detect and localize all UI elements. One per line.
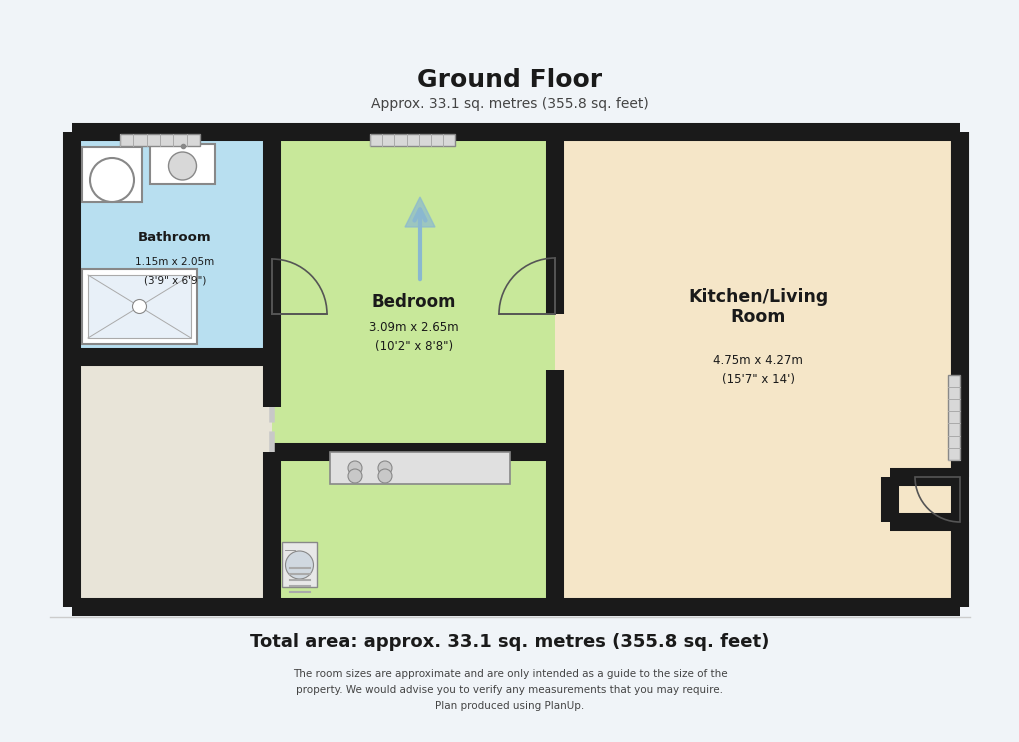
Bar: [82, 147, 142, 202]
Text: Total area: approx. 33.1 sq. metres (355.8 sq. feet): Total area: approx. 33.1 sq. metres (355…: [250, 633, 769, 651]
Circle shape: [132, 300, 147, 314]
Text: 4.75m x 4.27m: 4.75m x 4.27m: [712, 353, 802, 367]
Bar: [272, 132, 554, 607]
Text: Bathroom: Bathroom: [138, 231, 212, 243]
Bar: [120, 134, 200, 146]
Circle shape: [347, 461, 362, 475]
Bar: [82, 269, 197, 344]
Text: (10'2" x 8'8"): (10'2" x 8'8"): [375, 340, 452, 352]
Text: (15'7" x 14'): (15'7" x 14'): [720, 372, 794, 386]
Text: 1.15m x 2.05m: 1.15m x 2.05m: [136, 257, 214, 267]
Text: Plan produced using PlanUp.: Plan produced using PlanUp.: [435, 701, 584, 711]
Text: Ground Floor: Ground Floor: [417, 68, 602, 92]
Bar: [330, 452, 510, 484]
Polygon shape: [405, 197, 434, 227]
Bar: [554, 132, 959, 607]
Text: The room sizes are approximate and are only intended as a guide to the size of t: The room sizes are approximate and are o…: [292, 669, 727, 679]
Text: 3.09m x 2.65m: 3.09m x 2.65m: [369, 321, 459, 333]
Bar: [72, 357, 272, 607]
Bar: [947, 375, 959, 460]
Bar: [150, 144, 215, 184]
Circle shape: [90, 158, 133, 202]
Circle shape: [285, 551, 313, 579]
Text: Tristrams: Tristrams: [179, 361, 840, 482]
Text: Bedroom: Bedroom: [371, 293, 455, 311]
Circle shape: [347, 469, 362, 483]
Circle shape: [378, 461, 391, 475]
Text: Approx. 33.1 sq. metres (355.8 sq. feet): Approx. 33.1 sq. metres (355.8 sq. feet): [371, 97, 648, 111]
Bar: [370, 134, 454, 146]
Circle shape: [378, 469, 391, 483]
Text: property. We would advise you to verify any measurements that you may require.: property. We would advise you to verify …: [297, 685, 722, 695]
Bar: [281, 542, 317, 587]
Bar: [72, 132, 310, 357]
Text: Kitchen/Living
Room: Kitchen/Living Room: [687, 288, 827, 326]
Text: (3'9" x 6'9"): (3'9" x 6'9"): [144, 275, 206, 285]
Circle shape: [168, 152, 197, 180]
Bar: [88, 275, 191, 338]
